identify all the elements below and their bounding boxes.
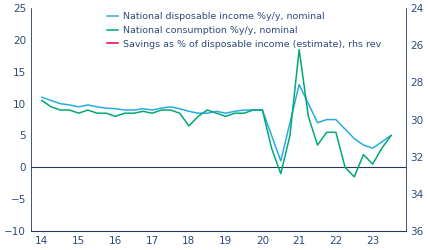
National disposable income %y/y, nominal xyxy=(241,108,247,112)
National consumption %y/y, nominal xyxy=(85,108,90,112)
National consumption %y/y, nominal xyxy=(232,112,238,115)
National disposable income %y/y, nominal xyxy=(67,104,72,106)
National consumption %y/y, nominal xyxy=(196,115,201,118)
National consumption %y/y, nominal xyxy=(315,144,320,146)
National disposable income %y/y, nominal xyxy=(278,160,283,162)
National disposable income %y/y, nominal xyxy=(168,105,173,108)
National consumption %y/y, nominal xyxy=(306,115,311,118)
National consumption %y/y, nominal xyxy=(95,112,100,115)
Line: National consumption %y/y, nominal: National consumption %y/y, nominal xyxy=(42,50,391,177)
National consumption %y/y, nominal xyxy=(186,124,191,128)
National disposable income %y/y, nominal xyxy=(76,105,81,108)
National consumption %y/y, nominal xyxy=(241,112,247,115)
National disposable income %y/y, nominal xyxy=(48,99,54,102)
National disposable income %y/y, nominal xyxy=(389,134,394,137)
National consumption %y/y, nominal xyxy=(205,108,210,112)
National disposable income %y/y, nominal xyxy=(306,102,311,105)
National disposable income %y/y, nominal xyxy=(251,108,256,112)
National disposable income %y/y, nominal xyxy=(379,140,384,143)
National consumption %y/y, nominal xyxy=(278,172,283,175)
National consumption %y/y, nominal xyxy=(251,108,256,112)
National consumption %y/y, nominal xyxy=(58,108,63,112)
National disposable income %y/y, nominal xyxy=(342,128,348,130)
National consumption %y/y, nominal xyxy=(389,134,394,137)
National disposable income %y/y, nominal xyxy=(113,107,118,110)
National consumption %y/y, nominal xyxy=(39,99,45,102)
National disposable income %y/y, nominal xyxy=(205,112,210,115)
National disposable income %y/y, nominal xyxy=(39,96,45,99)
National consumption %y/y, nominal xyxy=(104,112,109,115)
National consumption %y/y, nominal xyxy=(177,112,182,115)
National consumption %y/y, nominal xyxy=(352,175,357,178)
National consumption %y/y, nominal xyxy=(113,115,118,118)
National disposable income %y/y, nominal xyxy=(232,110,238,113)
National consumption %y/y, nominal xyxy=(370,163,375,166)
National consumption %y/y, nominal xyxy=(269,147,274,150)
National disposable income %y/y, nominal xyxy=(315,121,320,124)
National consumption %y/y, nominal xyxy=(140,110,146,113)
National consumption %y/y, nominal xyxy=(361,153,366,156)
National consumption %y/y, nominal xyxy=(333,131,339,134)
National disposable income %y/y, nominal xyxy=(131,108,137,112)
National consumption %y/y, nominal xyxy=(297,48,302,51)
National consumption %y/y, nominal xyxy=(260,108,265,112)
National disposable income %y/y, nominal xyxy=(58,102,63,105)
National disposable income %y/y, nominal xyxy=(287,121,292,124)
National disposable income %y/y, nominal xyxy=(214,110,219,113)
National consumption %y/y, nominal xyxy=(223,115,228,118)
National disposable income %y/y, nominal xyxy=(297,83,302,86)
National disposable income %y/y, nominal xyxy=(122,108,127,112)
National disposable income %y/y, nominal xyxy=(260,108,265,112)
National consumption %y/y, nominal xyxy=(67,108,72,112)
National disposable income %y/y, nominal xyxy=(140,107,146,110)
National disposable income %y/y, nominal xyxy=(196,112,201,115)
National disposable income %y/y, nominal xyxy=(85,104,90,106)
National consumption %y/y, nominal xyxy=(342,166,348,169)
National disposable income %y/y, nominal xyxy=(333,118,339,121)
National disposable income %y/y, nominal xyxy=(95,105,100,108)
National disposable income %y/y, nominal xyxy=(104,106,109,110)
National disposable income %y/y, nominal xyxy=(352,137,357,140)
National consumption %y/y, nominal xyxy=(168,108,173,112)
National disposable income %y/y, nominal xyxy=(223,112,228,115)
National consumption %y/y, nominal xyxy=(159,108,164,112)
National disposable income %y/y, nominal xyxy=(177,107,182,110)
National disposable income %y/y, nominal xyxy=(361,144,366,146)
Legend: National disposable income %y/y, nominal, National consumption %y/y, nominal, Sa: National disposable income %y/y, nominal… xyxy=(103,8,385,52)
National consumption %y/y, nominal xyxy=(48,105,54,108)
National consumption %y/y, nominal xyxy=(131,112,137,115)
National consumption %y/y, nominal xyxy=(122,112,127,115)
National disposable income %y/y, nominal xyxy=(269,134,274,137)
National consumption %y/y, nominal xyxy=(379,147,384,150)
National disposable income %y/y, nominal xyxy=(324,118,329,121)
National consumption %y/y, nominal xyxy=(150,112,155,115)
National disposable income %y/y, nominal xyxy=(159,106,164,110)
National consumption %y/y, nominal xyxy=(287,134,292,137)
Line: National disposable income %y/y, nominal: National disposable income %y/y, nominal xyxy=(42,84,391,161)
National consumption %y/y, nominal xyxy=(324,131,329,134)
National consumption %y/y, nominal xyxy=(214,112,219,115)
National disposable income %y/y, nominal xyxy=(370,147,375,150)
National disposable income %y/y, nominal xyxy=(150,108,155,112)
National disposable income %y/y, nominal xyxy=(186,110,191,113)
National consumption %y/y, nominal xyxy=(76,112,81,115)
